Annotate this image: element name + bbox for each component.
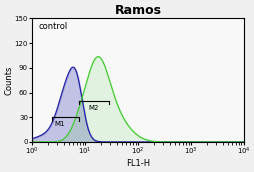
Text: control: control [38, 23, 67, 31]
Text: M1: M1 [54, 121, 65, 127]
X-axis label: FL1-H: FL1-H [125, 159, 150, 168]
Y-axis label: Counts: Counts [4, 66, 13, 95]
Text: M2: M2 [88, 105, 99, 111]
Title: Ramos: Ramos [114, 4, 161, 17]
